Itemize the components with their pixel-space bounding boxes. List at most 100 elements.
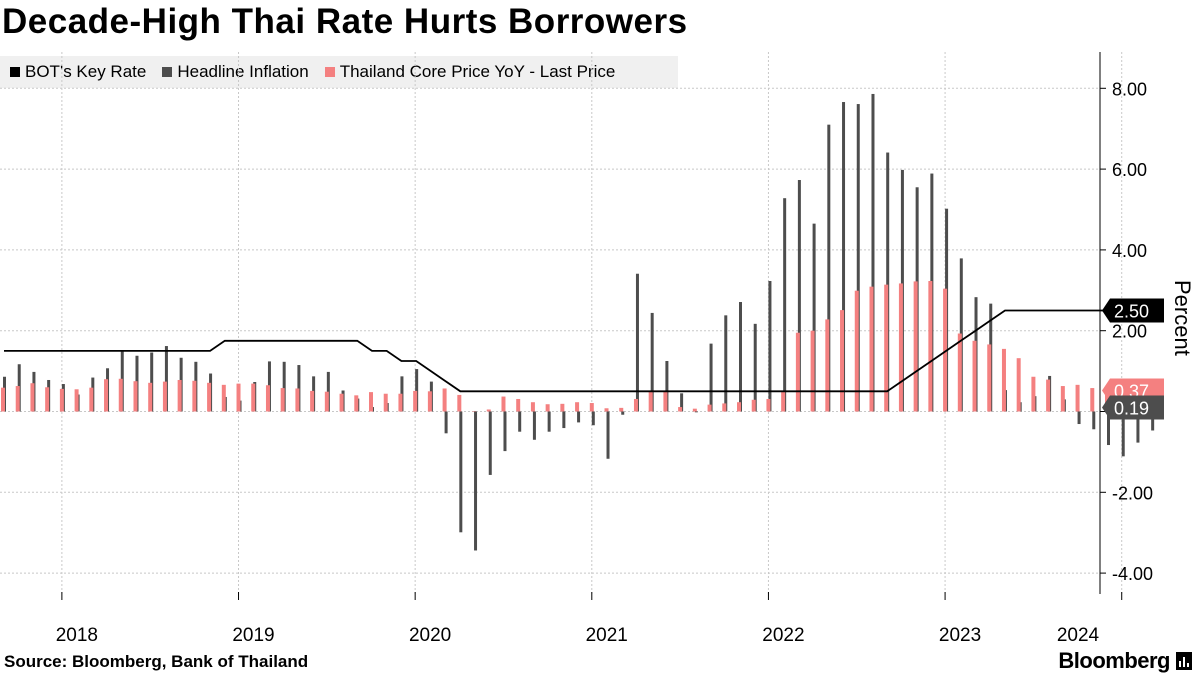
core-price-bar	[104, 379, 109, 412]
headline-inflation-bar	[1151, 411, 1155, 431]
core-price-bar	[530, 402, 535, 412]
core-price-bar	[383, 393, 388, 412]
legend-item-headline-inflation: Headline Inflation	[162, 62, 309, 82]
legend-swatch-core-price	[324, 67, 335, 77]
core-price-bar	[825, 319, 830, 412]
core-price-bar	[854, 290, 859, 412]
y-tick-label: 8.00	[1112, 79, 1147, 99]
headline-inflation-bar	[694, 411, 698, 413]
legend-item-core-price: Thailand Core Price YoY - Last Price	[324, 62, 615, 82]
headline-inflation-bar	[474, 411, 478, 551]
legend-swatch-key-rate	[10, 67, 20, 77]
core-price-bar	[413, 390, 418, 412]
key-rate-line	[4, 309, 1153, 393]
last-value-tag	[1102, 395, 1164, 420]
legend-swatch-headline-inflation	[162, 67, 173, 77]
headline-inflation-bar	[797, 180, 801, 412]
y-tick-label: -4.00	[1112, 564, 1153, 584]
core-price-bar	[118, 378, 123, 412]
core-price-bar	[280, 388, 285, 412]
y-tick-label: 4.00	[1112, 241, 1147, 261]
headline-inflation-bar	[665, 361, 669, 412]
headline-inflation-bar	[783, 198, 787, 412]
headline-inflation-bar	[282, 361, 286, 412]
core-price-bar	[89, 387, 94, 412]
core-price-bar	[45, 387, 50, 412]
core-price-bar	[354, 395, 359, 412]
headline-inflation-bar	[518, 411, 522, 432]
last-value-text: 0.19	[1114, 399, 1149, 419]
core-price-bar	[619, 407, 624, 412]
core-price-bar	[663, 391, 668, 412]
headline-inflation-bar	[635, 273, 639, 412]
headline-inflation-bar	[547, 411, 551, 432]
core-price-bar	[898, 283, 903, 412]
headline-inflation-bar	[680, 393, 684, 412]
headline-inflation-bar	[150, 352, 154, 412]
core-price-bar	[1075, 384, 1080, 412]
headline-inflation-bar	[842, 102, 846, 412]
core-price-bar	[1031, 376, 1036, 412]
headline-inflation-bar	[827, 124, 831, 412]
headline-inflation-bar	[768, 281, 772, 412]
core-price-bar	[148, 382, 153, 412]
core-price-bar	[310, 390, 315, 412]
headline-inflation-bar	[459, 411, 463, 533]
legend-label-headline-inflation: Headline Inflation	[177, 62, 309, 81]
core-price-bar	[324, 391, 329, 412]
x-tick-label: 2022	[762, 625, 804, 646]
x-tick-label: 2018	[56, 625, 98, 646]
core-price-bar	[501, 396, 506, 412]
x-tick-label: 2019	[232, 625, 274, 646]
last-value-labels: 2.500.370.19	[1102, 298, 1164, 420]
core-price-bar	[339, 393, 344, 412]
headline-inflation-bar	[753, 323, 757, 412]
core-price-bar	[59, 388, 64, 412]
core-price-bar	[1016, 358, 1021, 412]
core-price-bar	[251, 383, 256, 412]
headline-inflation-bar	[650, 312, 654, 412]
x-tick-label: 2024	[1057, 625, 1100, 646]
chart-title: Decade-High Thai Rate Hurts Borrowers	[2, 2, 688, 41]
headline-inflation-bar	[1092, 411, 1096, 430]
core-price-bar	[207, 382, 212, 412]
core-price-bar	[972, 340, 977, 412]
core-price-bar	[633, 398, 638, 412]
last-value-text: 2.50	[1114, 302, 1149, 322]
core-price-bar	[884, 284, 889, 412]
core-price-bar	[1060, 386, 1065, 412]
core-price-bar	[30, 383, 35, 412]
core-price-bar	[265, 385, 270, 412]
headline-inflation-bar	[886, 152, 890, 412]
headline-inflation-bar	[297, 365, 301, 412]
headline-inflation-bar	[591, 411, 595, 426]
core-price-bar	[516, 398, 521, 412]
source-note: Source: Bloomberg, Bank of Thailand	[4, 652, 309, 671]
core-price-bar	[751, 399, 756, 412]
headline-inflation-bar	[1107, 411, 1110, 446]
core-price-bar	[943, 288, 948, 412]
core-price-bar	[442, 388, 447, 412]
grid-lines	[0, 52, 1123, 594]
headline-inflation-bar	[415, 369, 419, 412]
core-price-bar	[295, 388, 300, 412]
headline-inflation-bar	[812, 223, 816, 412]
core-price-bar	[987, 344, 992, 412]
headline-inflation-bar	[326, 371, 330, 412]
core-price-bar	[545, 404, 550, 412]
headline-inflation-bar	[503, 411, 507, 452]
core-price-bar	[427, 391, 432, 412]
core-price-bar	[678, 407, 683, 412]
core-price-bar	[722, 403, 727, 412]
core-price-bar	[1090, 388, 1095, 412]
headline-inflation-bar	[1136, 411, 1140, 443]
core-price-bar	[913, 281, 918, 412]
core-price-bar	[221, 384, 226, 412]
core-price-bar	[928, 281, 933, 412]
x-axis: 2018 2019 2020 2021 2022 2023 2024	[56, 592, 1123, 646]
core-price-bar	[957, 333, 962, 412]
core-price-bar	[1105, 388, 1109, 412]
core-price-bar	[781, 390, 786, 412]
core-price-bar	[192, 380, 197, 412]
